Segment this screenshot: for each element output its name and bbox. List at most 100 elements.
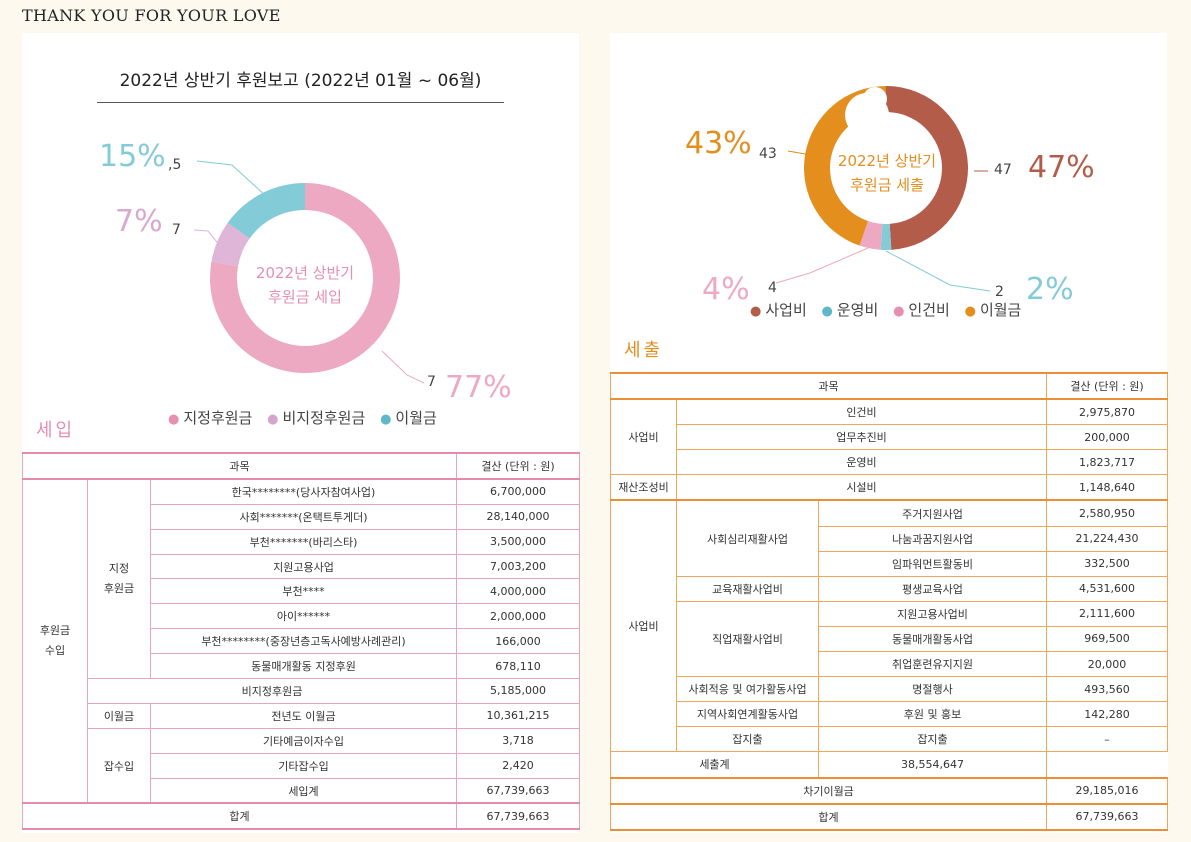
- row-item: 취업훈련유지지원: [817, 651, 1048, 678]
- row-amount: 3,500,000: [456, 528, 581, 555]
- income-table: 과목 결산 (단위 : 원) 후원금 수입 지정 후원금 한국********(…: [21, 452, 581, 831]
- expense-slice-3: [859, 221, 883, 250]
- table-header-row: 과목 결산 (단위 : 원): [21, 452, 581, 480]
- row-amount: 29,185,016: [1046, 776, 1169, 805]
- income-donut-chart: [193, 160, 425, 384]
- row-amount: 2,975,870: [1046, 398, 1169, 426]
- row-item: 부천****: [149, 578, 458, 605]
- community-label: 지역사회연계활동사업: [676, 701, 819, 728]
- table-row: 잡지출 잡지출 –: [611, 726, 1169, 753]
- row-amount: 4,000,000: [456, 578, 581, 605]
- row-item: 업무추진비: [675, 424, 1048, 451]
- row-item: 잡지출: [817, 726, 1048, 753]
- leader-line-carry: [787, 150, 811, 162]
- table-row: 후원금 수입 지정 후원금 한국********(당사자참여사업) 6,700,…: [22, 478, 581, 804]
- header-amount: 결산 (단위 : 원): [456, 452, 581, 480]
- legend-item-labor: ● 인건비: [893, 301, 950, 319]
- expense-table: 과목 결산 (단위 : 원) 사업비 인건비 2,975,870 업무추진비 20…: [609, 372, 1169, 831]
- row-amount: 4,531,600: [1046, 575, 1169, 602]
- expense-slice-2: [880, 223, 892, 250]
- row-amount: 2,420: [456, 752, 581, 779]
- table-row: 동물매개활동사업 969,500: [611, 625, 1169, 653]
- edu-label: 교육재활사업비: [676, 575, 819, 602]
- group-label: 후원금 수입: [22, 478, 88, 804]
- table-row: 지역사회연계활동사업 후원 및 홍보 142,280: [611, 701, 1169, 728]
- leader-line-nondesignated: [193, 229, 222, 248]
- table-row: 사회*******(온택트투게더) 28,140,000: [23, 503, 581, 530]
- row-amount: 28,140,000: [456, 503, 581, 530]
- biz-label: 사업비: [610, 398, 677, 476]
- legend-dot-icon: ●: [893, 304, 905, 319]
- header-amount: 결산 (단위 : 원): [1046, 372, 1169, 401]
- row-item: 지원고용사업: [149, 553, 458, 580]
- table-row: 비지정후원금 5,185,000: [23, 678, 581, 704]
- legend-label: 인건비: [908, 301, 950, 319]
- row-item: 인건비: [675, 398, 1048, 426]
- value-label-nondesignated: 7: [172, 222, 181, 238]
- total-row: 합계 67,739,663: [21, 802, 581, 830]
- total-row: 합계 67,739,663: [609, 802, 1169, 831]
- row-item: 부천********(중장년층고독사예방사례관리): [149, 628, 458, 655]
- row-amount: 21,224,430: [1046, 525, 1169, 552]
- row-amount: 2,580,950: [1046, 499, 1169, 527]
- row-amount: 5,185,000: [456, 678, 581, 704]
- legend-label: 이월금: [395, 409, 437, 427]
- pct-label-operation: 2%: [1026, 272, 1074, 307]
- misc-label: 잡수입: [87, 727, 151, 804]
- header-subject: 과목: [609, 372, 1048, 401]
- row-item: 임파워먼트활동비: [817, 550, 1048, 577]
- income-legend: ● 지정후원금 ● 비지정후원금 ● 이월금: [168, 407, 447, 428]
- row-item: 부천*******(바리스타): [149, 528, 458, 555]
- top-note: THANK YOU FOR YOUR LOVE: [22, 6, 281, 25]
- legend-item-business: ● 사업비: [750, 301, 807, 319]
- table-row: 직업재활사업비 지원고용사업비 2,111,600: [611, 600, 1169, 678]
- expense-donut-cutout-small: [863, 87, 887, 111]
- legend-label: 비지정후원금: [282, 409, 366, 427]
- pct-label-nondesignated: 7%: [115, 204, 163, 239]
- row-item: 사회*******(온택트투게더): [149, 503, 458, 530]
- expense-section-heading: 세출: [624, 340, 664, 361]
- row-amount: 1,148,640: [1046, 474, 1169, 501]
- legend-item-carry: ● 이월금: [965, 301, 1022, 319]
- table-row: 잡수입 기타예금이자수입 3,718: [23, 727, 581, 804]
- program-label: 사업비: [610, 499, 677, 753]
- leader-line-designated: [381, 350, 425, 384]
- row-item: 비지정후원금: [86, 678, 458, 704]
- total-amount: 67,739,663: [1046, 802, 1169, 831]
- value-label-business: 47: [994, 162, 1012, 178]
- row-amount: 142,280: [1046, 701, 1169, 728]
- pct-label-carryover: 15%: [99, 139, 166, 174]
- row-item: 평생교육사업: [817, 575, 1048, 602]
- legend-item-nondesignated: ● 비지정후원금: [267, 409, 365, 427]
- row-item: 후원 및 홍보: [817, 701, 1048, 728]
- legend-item-designated: ● 지정후원금: [168, 409, 252, 427]
- row-amount: 678,110: [456, 653, 581, 680]
- row-amount: 3,718: [456, 727, 581, 754]
- expense-legend: ● 사업비 ● 운영비 ● 인건비 ● 이월금: [750, 299, 1031, 320]
- row-amount: 20,000: [1046, 651, 1169, 678]
- income-panel: 2022년 상반기 후원보고 (2022년 01월 ~ 06월) 77% 7 7…: [21, 33, 581, 833]
- designated-label: 지정 후원금: [87, 478, 151, 680]
- table-row: 아이****** 2,000,000: [23, 603, 581, 630]
- row-amount: 200,000: [1046, 424, 1169, 451]
- row-amount: 6,700,000: [456, 478, 581, 505]
- row-item: 지원고용사업비: [817, 600, 1048, 627]
- table-row: 업무추진비 200,000: [611, 424, 1169, 451]
- title-rule: [97, 102, 504, 103]
- pct-label-labor: 4%: [702, 272, 750, 307]
- value-label-carry: 43: [759, 146, 777, 162]
- row-amount: 166,000: [456, 628, 581, 655]
- table-row: 임파워먼트활동비 332,500: [611, 550, 1169, 577]
- value-label-operation: 2: [995, 284, 1004, 300]
- table-row: 부천*******(바리스타) 3,500,000: [23, 528, 581, 555]
- leader-line-labor: [775, 247, 869, 284]
- expense-panel: 47% 47 2% 2 4% 4 43% 43 2022년 상반기 후원금 세출…: [609, 33, 1169, 833]
- income-donut-center: 2022년 상반기 후원금 세입: [240, 261, 370, 309]
- table-row: 나눔과꿈지원사업 21,224,430: [611, 525, 1169, 552]
- legend-dot-icon: ●: [267, 412, 279, 427]
- legend-dot-icon: ●: [964, 304, 976, 319]
- pct-label-business: 47%: [1028, 150, 1095, 185]
- leader-line-carryover: [196, 160, 268, 198]
- row-amount: 10,361,215: [456, 702, 581, 729]
- table-row: 이월금 전년도 이월금 10,361,215: [23, 702, 581, 729]
